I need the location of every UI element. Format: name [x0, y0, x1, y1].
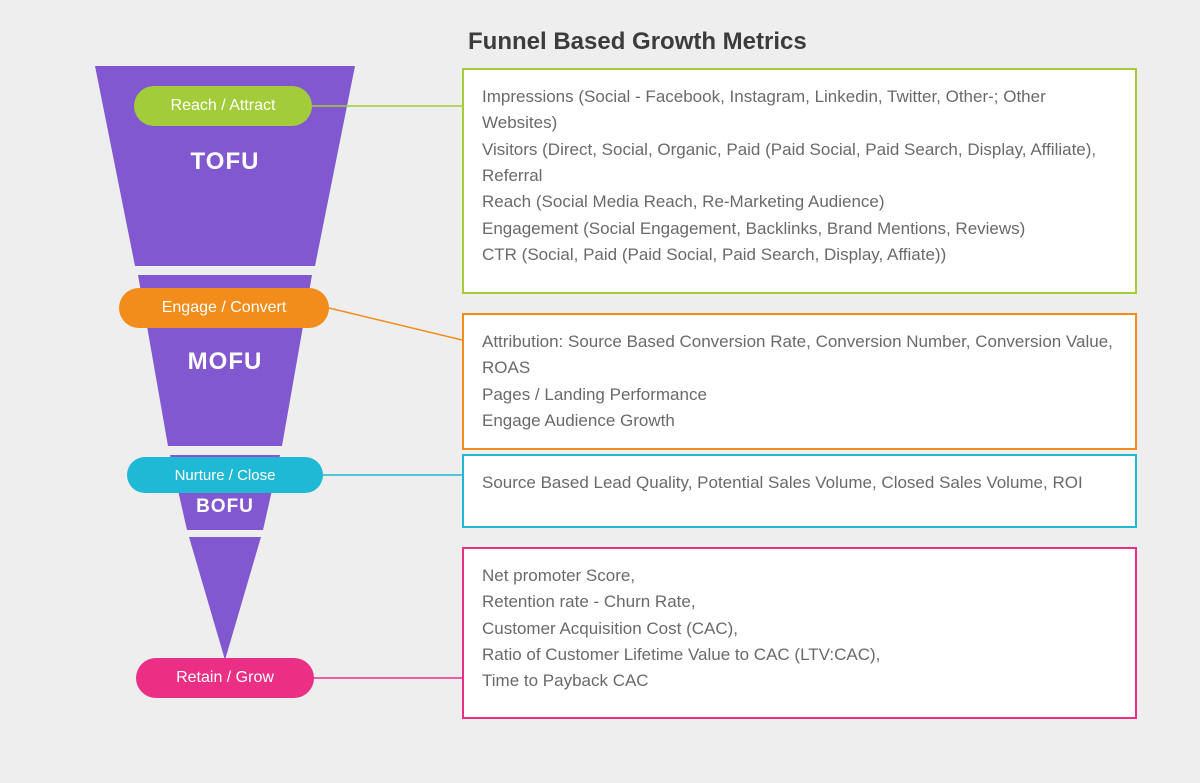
metrics-panel-tofu-panel: Impressions (Social - Facebook, Instagra… — [462, 68, 1137, 294]
metrics-line: Engagement (Social Engagement, Backlinks… — [482, 216, 1117, 242]
metrics-line: Time to Payback CAC — [482, 668, 1117, 694]
metrics-line: Attribution: Source Based Conversion Rat… — [482, 329, 1117, 382]
pill-engage: Engage / Convert — [119, 288, 329, 328]
pill-retain: Retain / Grow — [136, 658, 314, 698]
pill-reach: Reach / Attract — [134, 86, 312, 126]
metrics-panel-mofu-panel: Attribution: Source Based Conversion Rat… — [462, 313, 1137, 450]
metrics-line: Source Based Lead Quality, Potential Sal… — [482, 470, 1117, 496]
metrics-line: Ratio of Customer Lifetime Value to CAC … — [482, 642, 1117, 668]
metrics-panel-bofu-panel: Source Based Lead Quality, Potential Sal… — [462, 454, 1137, 528]
metrics-line: CTR (Social, Paid (Paid Social, Paid Sea… — [482, 242, 1117, 268]
diagram-canvas: Funnel Based Growth Metrics TOFUMOFUBOFU… — [0, 0, 1200, 783]
metrics-line: Impressions (Social - Facebook, Instagra… — [482, 84, 1117, 137]
metrics-line: Retention rate - Churn Rate, — [482, 589, 1117, 615]
stage-label-tofu: TOFU — [150, 148, 300, 176]
metrics-line: Net promoter Score, — [482, 563, 1117, 589]
metrics-line: Visitors (Direct, Social, Organic, Paid … — [482, 137, 1117, 190]
metrics-panel-retain-panel: Net promoter Score,Retention rate - Chur… — [462, 547, 1137, 719]
metrics-line: Reach (Social Media Reach, Re-Marketing … — [482, 189, 1117, 215]
pill-nurture: Nurture / Close — [127, 457, 323, 493]
stage-label-mofu: MOFU — [150, 348, 300, 376]
metrics-line: Pages / Landing Performance — [482, 382, 1117, 408]
metrics-line: Engage Audience Growth — [482, 408, 1117, 434]
stage-label-bofu: BOFU — [165, 496, 285, 518]
connector-c-engage — [329, 308, 462, 340]
metrics-line: Customer Acquisition Cost (CAC), — [482, 616, 1117, 642]
